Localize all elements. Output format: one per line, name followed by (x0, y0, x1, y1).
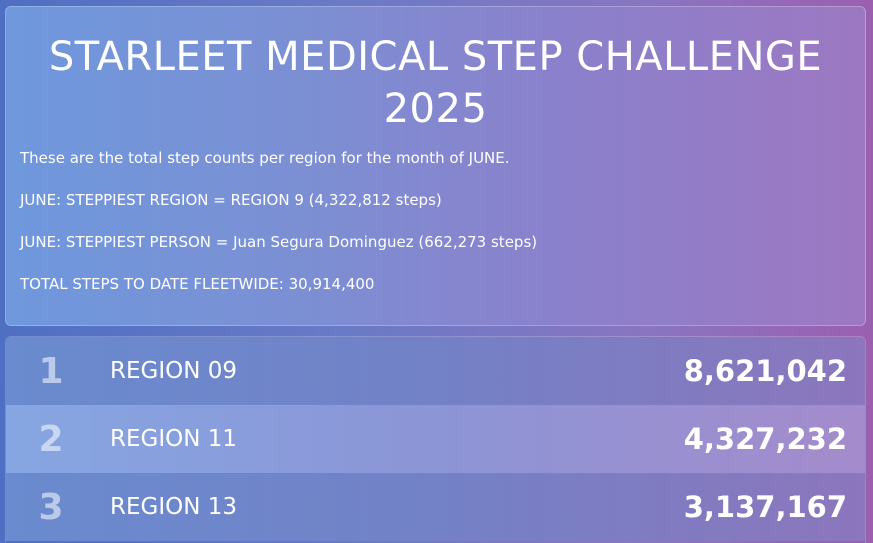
steppiest-region-text: JUNE: STEPPIEST REGION = REGION 9 (4,322… (20, 191, 442, 209)
region-steps: 4,327,232 (683, 422, 847, 456)
ranking-row: 3 REGION 13 3,137,167 (6, 473, 865, 541)
region-name: REGION 11 (110, 426, 238, 452)
region-steps: 3,137,167 (683, 490, 847, 524)
region-steps: 8,621,042 (683, 354, 847, 388)
region-name: REGION 13 (110, 494, 238, 520)
intro-text: These are the total step counts per regi… (20, 149, 510, 167)
rankings-table: 1 REGION 09 8,621,042 2 REGION 11 4,327,… (5, 336, 866, 543)
header-card: STARLEET MEDICAL STEP CHALLENGE 2025 The… (5, 6, 866, 326)
region-name: REGION 09 (110, 358, 238, 384)
ranking-row: 2 REGION 11 4,327,232 (6, 405, 865, 473)
total-steps-text: TOTAL STEPS TO DATE FLEETWIDE: 30,914,40… (20, 275, 375, 293)
rank-number: 1 (38, 350, 64, 392)
page-title: STARLEET MEDICAL STEP CHALLENGE 2025 (48, 34, 823, 132)
rank-number: 3 (38, 486, 64, 528)
ranking-row: 1 REGION 09 8,621,042 (6, 337, 865, 405)
steppiest-person-text: JUNE: STEPPIEST PERSON = Juan Segura Dom… (20, 233, 538, 251)
rank-number: 2 (38, 418, 64, 460)
